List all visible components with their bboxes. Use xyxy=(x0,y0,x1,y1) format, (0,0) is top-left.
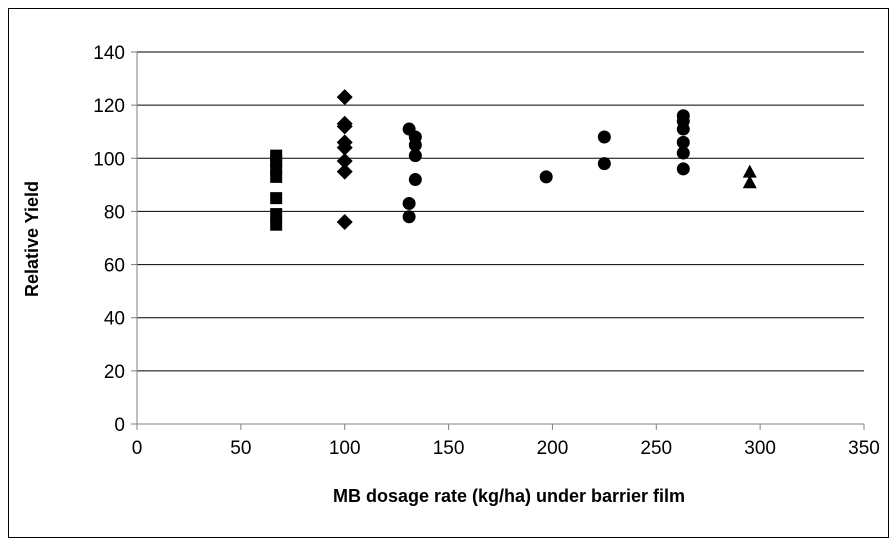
diamond-point-1-6 xyxy=(336,163,353,180)
y-tick-label-20: 20 xyxy=(104,362,125,383)
square-point-0-6 xyxy=(270,149,283,162)
diamond-point-1-4 xyxy=(336,139,353,156)
axes xyxy=(131,51,865,430)
circle-point-2-15 xyxy=(676,162,690,176)
circle-point-2-4 xyxy=(408,173,422,187)
y-tick-label-80: 80 xyxy=(104,202,125,223)
circle-point-2-8 xyxy=(597,130,611,144)
y-tick-label-0: 0 xyxy=(114,415,125,436)
y-tick-label-60: 60 xyxy=(104,256,125,277)
y-tick-labels: 0 20 40 60 80 100 120 140 xyxy=(93,43,125,436)
x-tick-label-250: 250 xyxy=(640,438,672,459)
x-tick-label-0: 0 xyxy=(132,438,143,459)
diamond-point-1-7 xyxy=(336,214,353,231)
diamond-point-1-0 xyxy=(336,89,353,106)
circle-point-2-3 xyxy=(408,149,422,163)
circle-point-2-12 xyxy=(676,122,690,136)
x-tick-label-150: 150 xyxy=(433,438,465,459)
grid-lines xyxy=(137,51,864,372)
square-point-0-0 xyxy=(270,218,283,231)
y-tick-label-100: 100 xyxy=(93,149,125,170)
y-axis-title: Relative Yield xyxy=(22,181,42,297)
x-tick-label-50: 50 xyxy=(230,438,251,459)
square-point-0-1 xyxy=(270,208,283,221)
circle-point-2-5 xyxy=(402,196,416,210)
circle-point-2-9 xyxy=(597,157,611,171)
chart-frame xyxy=(8,8,889,538)
diamond-point-1-5 xyxy=(336,152,353,169)
triangle-point-3-0 xyxy=(742,164,757,178)
y-tick-label-140: 140 xyxy=(93,43,125,64)
x-tick-labels: 0 50 100 150 200 250 300 350 xyxy=(132,438,880,459)
diamond-point-1-2 xyxy=(336,118,353,135)
x-tick-label-350: 350 xyxy=(848,438,880,459)
x-tick-label-300: 300 xyxy=(744,438,776,459)
square-point-0-2 xyxy=(270,192,283,205)
data-points xyxy=(270,89,757,231)
x-tick-label-100: 100 xyxy=(329,438,361,459)
circle-point-2-7 xyxy=(539,170,553,184)
circle-point-2-2 xyxy=(408,138,422,152)
x-tick-label-200: 200 xyxy=(537,438,569,459)
x-axis-title: MB dosage rate (kg/ha) under barrier fil… xyxy=(333,486,685,506)
circle-point-2-14 xyxy=(676,146,690,160)
triangle-point-3-1 xyxy=(742,175,757,189)
y-tick-label-120: 120 xyxy=(93,96,125,117)
circle-point-2-13 xyxy=(676,135,690,149)
y-tick-label-40: 40 xyxy=(104,309,125,330)
circle-point-2-6 xyxy=(402,210,416,224)
